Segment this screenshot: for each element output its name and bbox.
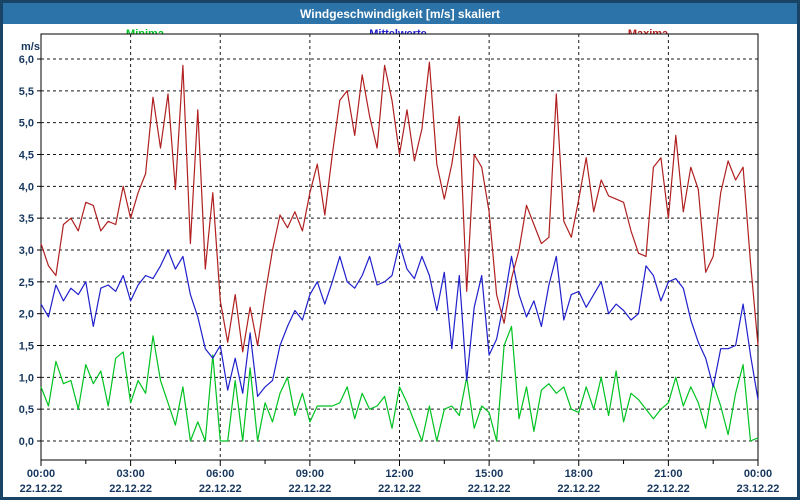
x-tick-time-label: 00:00 (744, 468, 772, 480)
y-tick-label: 6,0 (19, 54, 34, 66)
x-tick-date-label: 22.12.22 (468, 483, 511, 495)
x-tick-time-label: 00:00 (27, 468, 55, 480)
x-tick-time-label: 06:00 (206, 468, 234, 480)
y-tick-label: 2,5 (19, 277, 34, 289)
x-tick-date-label: 22.12.22 (109, 483, 152, 495)
y-tick-label: 5,5 (19, 86, 34, 98)
x-tick-date-label: 22.12.22 (199, 483, 242, 495)
y-tick-label: 4,5 (19, 150, 34, 162)
y-tick-label: 1,5 (19, 341, 34, 353)
x-tick-date-label: 22.12.22 (647, 483, 690, 495)
y-tick-label: 0,5 (19, 404, 34, 416)
series-line-maxima (40, 61, 759, 353)
x-tick-time-label: 12:00 (385, 468, 413, 480)
x-tick-time-label: 03:00 (117, 468, 145, 480)
y-tick-label: 0,0 (19, 436, 34, 448)
title-bar: Windgeschwindigkeit [m/s] skaliert (3, 3, 797, 24)
series-line-minima (40, 325, 759, 442)
y-tick-label: 2,0 (19, 309, 34, 321)
x-tick-date-label: 23.12.22 (737, 483, 780, 495)
y-tick-label: 3,5 (19, 213, 34, 225)
series-line-mittelwerte (40, 243, 759, 400)
x-tick-time-label: 09:00 (296, 468, 324, 480)
y-tick-label: 4,0 (19, 181, 34, 193)
x-tick-time-label: 15:00 (475, 468, 503, 480)
y-tick-label: 5,0 (19, 118, 34, 130)
x-tick-date-label: 22.12.22 (378, 483, 421, 495)
x-tick-date-label: 22.12.22 (20, 483, 63, 495)
y-tick-label: 3,0 (19, 245, 34, 257)
x-tick-date-label: 22.12.22 (288, 483, 331, 495)
x-tick-time-label: 21:00 (654, 468, 682, 480)
window-title: Windgeschwindigkeit [m/s] skaliert (300, 6, 500, 21)
x-tick-time-label: 18:00 (565, 468, 593, 480)
x-tick-date-label: 22.12.22 (557, 483, 600, 495)
y-axis-unit-label: m/s (21, 41, 40, 53)
plot-area: 00:00 22.12.22 03:00 22.12.22 06:00 22.12.22 0… (19, 33, 780, 495)
y-tick-label: 1,0 (19, 372, 34, 384)
